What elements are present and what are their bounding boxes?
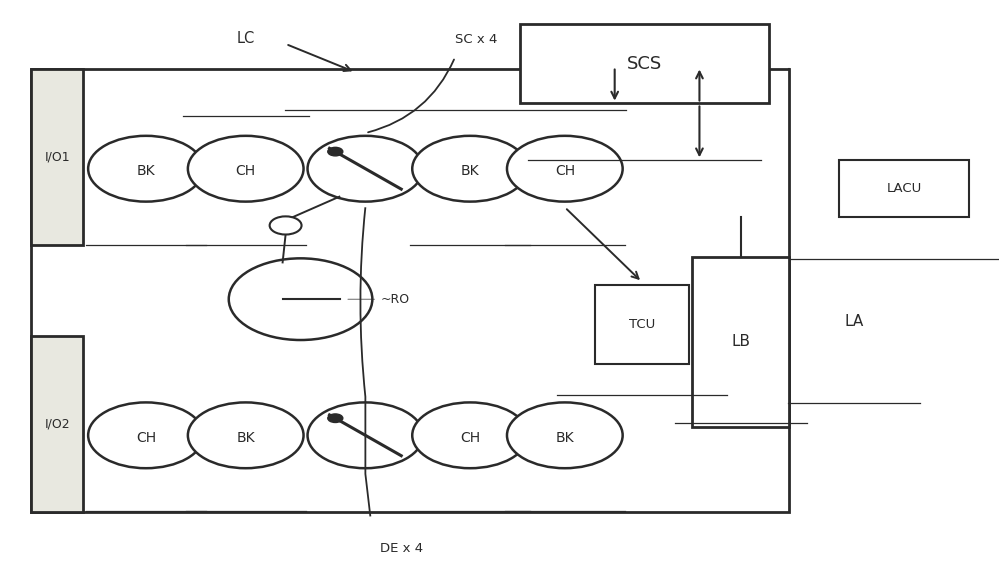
Circle shape (188, 136, 304, 202)
Text: DE x 4: DE x 4 (380, 542, 423, 555)
Text: I/O1: I/O1 (44, 151, 70, 164)
Text: BK: BK (556, 430, 574, 445)
Text: CH: CH (460, 430, 480, 445)
Bar (31, 70, 83, 245)
Circle shape (308, 402, 423, 468)
Text: CH: CH (555, 164, 575, 178)
Bar (595, 285, 689, 364)
Circle shape (328, 147, 343, 156)
Circle shape (229, 258, 372, 340)
Circle shape (270, 217, 302, 234)
Text: CH: CH (136, 430, 156, 445)
Text: LB: LB (731, 334, 750, 349)
Circle shape (507, 402, 623, 468)
Circle shape (88, 402, 204, 468)
Text: LACU: LACU (886, 182, 922, 195)
Circle shape (507, 136, 623, 202)
Text: ~RO: ~RO (380, 292, 409, 306)
Text: CH: CH (236, 164, 256, 178)
Text: I/O2: I/O2 (44, 417, 70, 430)
Bar (839, 160, 969, 217)
Circle shape (308, 136, 423, 202)
Text: BK: BK (137, 164, 155, 178)
Text: BK: BK (461, 164, 479, 178)
Text: BK: BK (236, 430, 255, 445)
Circle shape (412, 136, 528, 202)
Circle shape (328, 414, 343, 422)
Circle shape (188, 402, 304, 468)
Text: LC: LC (237, 31, 255, 46)
Text: TCU: TCU (629, 318, 655, 331)
Bar (692, 256, 789, 427)
Bar (31, 336, 83, 512)
Text: LA: LA (844, 315, 864, 329)
Text: SC x 4: SC x 4 (455, 34, 498, 47)
Bar (31, 70, 789, 512)
Circle shape (88, 136, 204, 202)
Circle shape (412, 402, 528, 468)
Bar (520, 24, 769, 104)
Text: SCS: SCS (627, 55, 662, 73)
